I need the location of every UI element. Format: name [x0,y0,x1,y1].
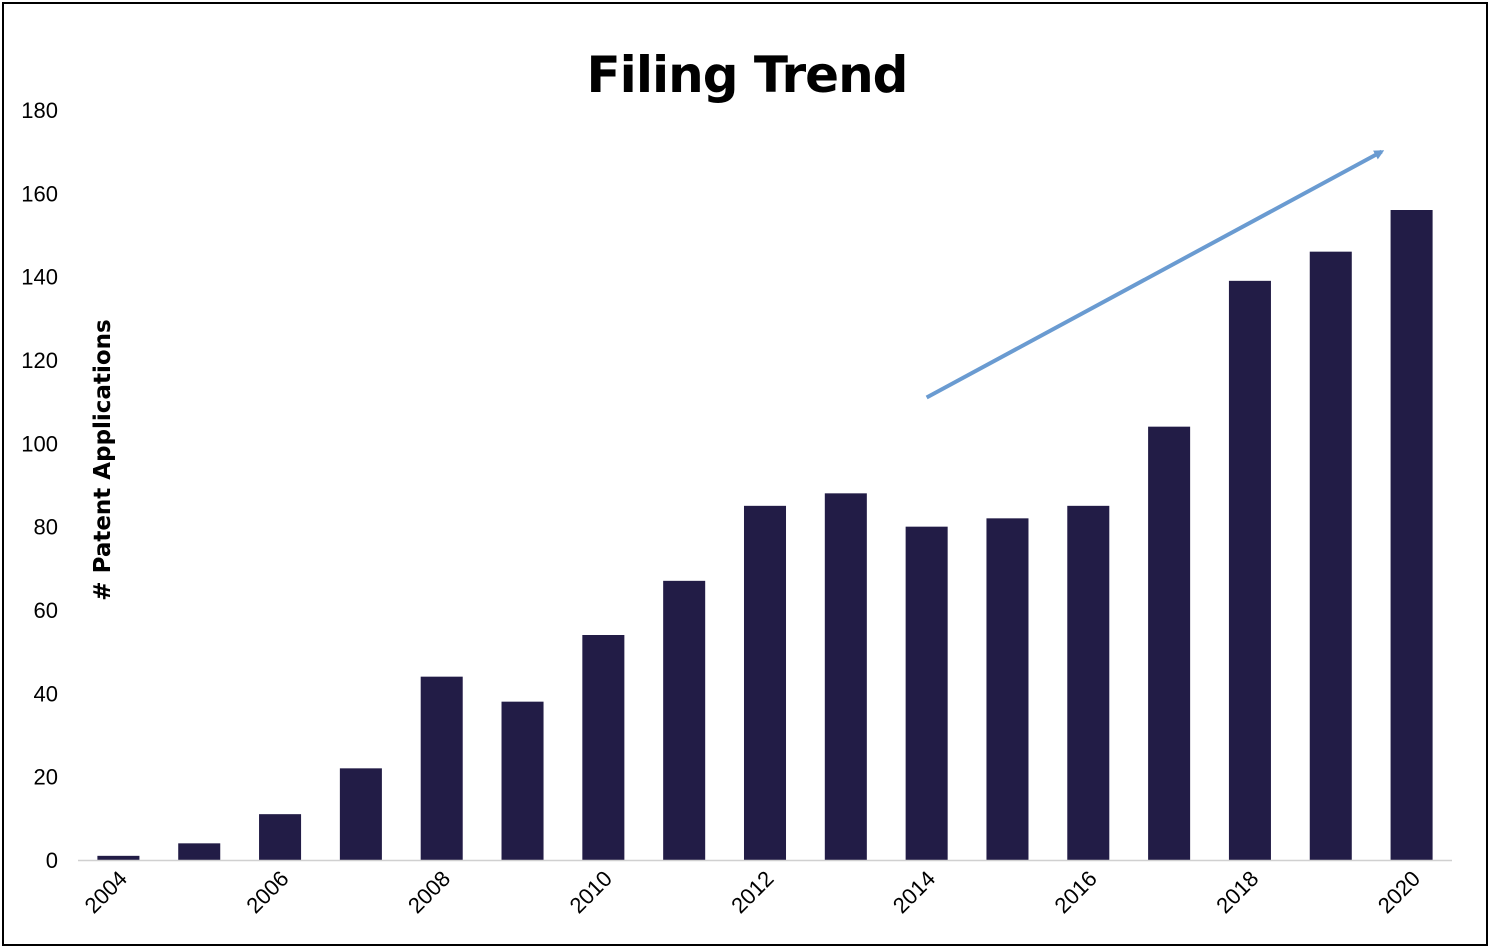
y-tick-label: 60 [34,598,58,623]
bar-2012 [743,505,787,860]
y-axis: 0 20 40 60 80 100 120 140 160 180 [21,98,58,873]
bar-2007 [339,768,382,860]
x-tick-label: 2012 [726,866,778,918]
y-tick-label: 140 [21,265,58,290]
x-axis: 2004 2006 2008 2010 2012 2014 2016 2018 2020 [80,866,1425,918]
bar-2015 [986,518,1029,860]
bar-2020 [1390,210,1433,860]
bar-2018 [1228,280,1271,860]
bar-2013 [824,493,867,860]
bars [97,210,1433,860]
y-tick-label: 0 [46,848,58,873]
bar-2017 [1148,426,1191,860]
x-tick-label: 2020 [1373,866,1425,918]
y-axis-title: # Patent Applications [90,319,116,600]
bar-2010 [582,635,625,860]
y-tick-label: 100 [21,431,58,456]
x-tick-label: 2016 [1050,866,1102,918]
x-tick-label: 2010 [565,866,617,918]
x-tick-label: 2004 [80,866,132,918]
y-tick-label: 120 [21,348,58,373]
y-tick-label: 20 [34,765,58,790]
x-tick-label: 2018 [1211,866,1263,918]
x-tick-label: 2006 [241,866,293,918]
y-tick-label: 160 [21,181,58,206]
bar-2011 [663,580,706,860]
chart-title: Filing Trend [586,46,909,104]
bar-2008 [420,676,463,860]
bar-2004 [97,855,140,860]
bar-2016 [1067,505,1110,860]
bar-2014 [905,526,948,860]
y-tick-label: 40 [34,681,58,706]
bar-2005 [178,843,221,860]
trend-arrow [925,149,1385,400]
y-tick-label: 80 [34,515,58,540]
y-tick-label: 180 [21,98,58,123]
bar-2019 [1309,251,1352,860]
x-tick-label: 2008 [403,866,455,918]
bar-2006 [259,814,302,860]
bar-2009 [501,701,544,860]
x-tick-label: 2014 [888,866,940,918]
